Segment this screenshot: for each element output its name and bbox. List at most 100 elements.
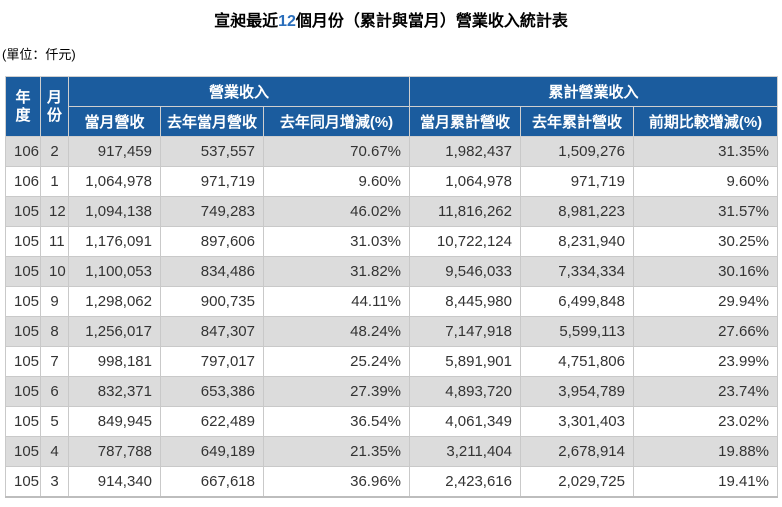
table-row: 105 3 914,340 667,618 36.96% 2,423,616 2,029,7… — [5, 466, 778, 497]
cell-last-year-cumulative-revenue: 2,029,725 — [520, 466, 634, 497]
table-row: 105 10 1,100,053 834,486 31.82% 9,546,033 7,33… — [5, 256, 778, 287]
header-month: 月 份 — [40, 76, 69, 137]
header-period-change-pct: 前期比較增減(%) — [633, 106, 778, 137]
cell-cumulative-revenue: 4,893,720 — [409, 376, 521, 407]
cell-current-month-revenue: 1,100,053 — [68, 256, 161, 287]
cell-month: 10 — [40, 256, 69, 287]
cell-month: 11 — [40, 226, 69, 257]
table-row: 105 12 1,094,138 749,283 46.02% 11,816,262 8,9… — [5, 196, 778, 227]
cell-year: 106 — [5, 136, 41, 167]
cell-year: 105 — [5, 406, 41, 437]
cell-current-month-revenue: 849,945 — [68, 406, 161, 437]
cell-month: 3 — [40, 466, 69, 497]
header-revenue-group: 營業收入 — [68, 76, 410, 107]
cell-last-year-cumulative-revenue: 971,719 — [520, 166, 634, 197]
cell-last-year-cumulative-revenue: 7,334,334 — [520, 256, 634, 287]
header-yoy-change-pct: 去年同月增減(%) — [263, 106, 410, 137]
cell-last-year-cumulative-revenue: 3,954,789 — [520, 376, 634, 407]
page-title-suffix: 個月份（累計與當月）營業收入統計表 — [295, 13, 568, 30]
cell-year: 105 — [5, 316, 41, 347]
cell-current-month-revenue: 1,094,138 — [68, 196, 161, 227]
cell-yoy-change-pct: 44.11% — [263, 286, 410, 317]
cell-yoy-change-pct: 36.96% — [263, 466, 410, 497]
cell-month: 8 — [40, 316, 69, 347]
cell-cumulative-revenue: 2,423,616 — [409, 466, 521, 497]
cell-period-change-pct: 31.35% — [633, 136, 778, 167]
cell-period-change-pct: 31.57% — [633, 196, 778, 227]
cell-period-change-pct: 30.25% — [633, 226, 778, 257]
cell-last-year-cumulative-revenue: 6,499,848 — [520, 286, 634, 317]
cell-year: 106 — [5, 166, 41, 197]
cell-year: 105 — [5, 376, 41, 407]
cell-month: 6 — [40, 376, 69, 407]
cell-yoy-change-pct: 21.35% — [263, 436, 410, 467]
cell-year: 105 — [5, 196, 41, 227]
cell-cumulative-revenue: 10,722,124 — [409, 226, 521, 257]
cell-yoy-change-pct: 48.24% — [263, 316, 410, 347]
cell-last-year-cumulative-revenue: 5,599,113 — [520, 316, 634, 347]
cell-yoy-change-pct: 36.54% — [263, 406, 410, 437]
cell-year: 105 — [5, 346, 41, 377]
table-row: 105 8 1,256,017 847,307 48.24% 7,147,918 5,599… — [5, 316, 778, 347]
cell-period-change-pct: 27.66% — [633, 316, 778, 347]
cell-last-year-month-revenue: 667,618 — [160, 466, 264, 497]
cell-year: 105 — [5, 226, 41, 257]
cell-current-month-revenue: 914,340 — [68, 466, 161, 497]
cell-last-year-cumulative-revenue: 1,509,276 — [520, 136, 634, 167]
page-title-month-count: 12 — [278, 13, 296, 30]
cell-last-year-month-revenue: 537,557 — [160, 136, 264, 167]
cell-last-year-month-revenue: 834,486 — [160, 256, 264, 287]
table-row: 105 6 832,371 653,386 27.39% 4,893,720 3,954,7… — [5, 376, 778, 407]
table-row: 105 5 849,945 622,489 36.54% 4,061,349 3,301,4… — [5, 406, 778, 437]
header-last-year-cumulative-revenue: 去年累計營收 — [520, 106, 634, 137]
cell-last-year-month-revenue: 897,606 — [160, 226, 264, 257]
cell-period-change-pct: 23.99% — [633, 346, 778, 377]
cell-yoy-change-pct: 9.60% — [263, 166, 410, 197]
cell-yoy-change-pct: 27.39% — [263, 376, 410, 407]
cell-month: 1 — [40, 166, 69, 197]
cell-year: 105 — [5, 436, 41, 467]
cell-month: 12 — [40, 196, 69, 227]
cell-last-year-month-revenue: 971,719 — [160, 166, 264, 197]
cell-last-year-month-revenue: 653,386 — [160, 376, 264, 407]
cell-period-change-pct: 9.60% — [633, 166, 778, 197]
cell-cumulative-revenue: 8,445,980 — [409, 286, 521, 317]
cell-cumulative-revenue: 5,891,901 — [409, 346, 521, 377]
table-row: 106 2 917,459 537,557 70.67% 1,982,437 1,509,2… — [5, 136, 778, 167]
cell-current-month-revenue: 832,371 — [68, 376, 161, 407]
cell-yoy-change-pct: 70.67% — [263, 136, 410, 167]
cell-cumulative-revenue: 1,064,978 — [409, 166, 521, 197]
cell-cumulative-revenue: 3,211,404 — [409, 436, 521, 467]
page-title: 宣昶最近12個月份（累計與當月）營業收入統計表 — [0, 0, 782, 32]
cell-cumulative-revenue: 1,982,437 — [409, 136, 521, 167]
cell-current-month-revenue: 1,176,091 — [68, 226, 161, 257]
cell-current-month-revenue: 1,298,062 — [68, 286, 161, 317]
cell-last-year-cumulative-revenue: 8,231,940 — [520, 226, 634, 257]
cell-period-change-pct: 30.16% — [633, 256, 778, 287]
header-cumulative-revenue: 當月累計營收 — [409, 106, 521, 137]
table-row: 106 1 1,064,978 971,719 9.60% 1,064,978 971,71… — [5, 166, 778, 197]
page-title-prefix: 宣昶最近 — [214, 13, 279, 30]
table-row: 105 7 998,181 797,017 25.24% 5,891,901 4,751,8… — [5, 346, 778, 377]
header-last-year-month-revenue: 去年當月營收 — [160, 106, 264, 137]
cell-period-change-pct: 23.02% — [633, 406, 778, 437]
cell-current-month-revenue: 998,181 — [68, 346, 161, 377]
cell-last-year-month-revenue: 649,189 — [160, 436, 264, 467]
cell-period-change-pct: 19.41% — [633, 466, 778, 497]
cell-current-month-revenue: 1,064,978 — [68, 166, 161, 197]
cell-period-change-pct: 19.88% — [633, 436, 778, 467]
cell-month: 7 — [40, 346, 69, 377]
cell-month: 9 — [40, 286, 69, 317]
unit-label: (單位：仟元) — [2, 47, 76, 62]
header-year: 年 度 — [5, 76, 41, 137]
revenue-table: 年 度 月 份 營業收入 累計營業收入 當月營收 去年當月營收 去年同月增減(%… — [5, 76, 778, 498]
cell-period-change-pct: 29.94% — [633, 286, 778, 317]
header-cumulative-group: 累計營業收入 — [409, 76, 778, 107]
cell-last-year-month-revenue: 900,735 — [160, 286, 264, 317]
table-row: 105 4 787,788 649,189 21.35% 3,211,404 2,678,9… — [5, 436, 778, 467]
cell-cumulative-revenue: 7,147,918 — [409, 316, 521, 347]
cell-cumulative-revenue: 11,816,262 — [409, 196, 521, 227]
revenue-table-header: 年 度 月 份 營業收入 累計營業收入 當月營收 去年當月營收 去年同月增減(%… — [5, 76, 778, 137]
header-current-month-revenue: 當月營收 — [68, 106, 161, 137]
cell-cumulative-revenue: 9,546,033 — [409, 256, 521, 287]
